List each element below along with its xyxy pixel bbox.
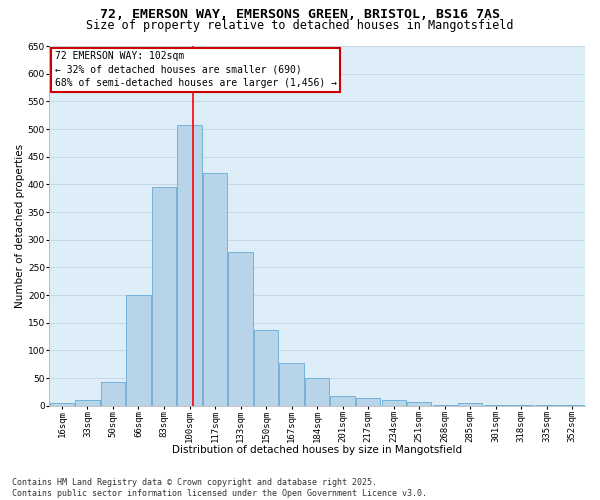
Bar — [203, 174, 227, 406]
Text: 72, EMERSON WAY, EMERSONS GREEN, BRISTOL, BS16 7AS: 72, EMERSON WAY, EMERSONS GREEN, BRISTOL… — [100, 8, 500, 20]
Bar — [127, 295, 151, 406]
Bar — [50, 403, 74, 406]
Bar — [280, 362, 304, 406]
Bar — [433, 404, 457, 406]
Bar — [76, 400, 100, 406]
Bar — [152, 187, 176, 406]
Y-axis label: Number of detached properties: Number of detached properties — [15, 144, 25, 308]
Text: 72 EMERSON WAY: 102sqm
← 32% of detached houses are smaller (690)
68% of semi-de: 72 EMERSON WAY: 102sqm ← 32% of detached… — [55, 52, 337, 88]
Bar — [229, 252, 253, 406]
Bar — [407, 402, 431, 406]
Text: Contains HM Land Registry data © Crown copyright and database right 2025.
Contai: Contains HM Land Registry data © Crown c… — [12, 478, 427, 498]
X-axis label: Distribution of detached houses by size in Mangotsfield: Distribution of detached houses by size … — [172, 445, 462, 455]
Text: Size of property relative to detached houses in Mangotsfield: Size of property relative to detached ho… — [86, 18, 514, 32]
Bar — [535, 404, 559, 406]
Bar — [254, 330, 278, 406]
Bar — [356, 398, 380, 406]
Bar — [382, 400, 406, 406]
Bar — [101, 382, 125, 406]
Bar — [458, 403, 482, 406]
Bar — [305, 378, 329, 406]
Bar — [331, 396, 355, 406]
Bar — [178, 125, 202, 406]
Bar — [484, 404, 508, 406]
